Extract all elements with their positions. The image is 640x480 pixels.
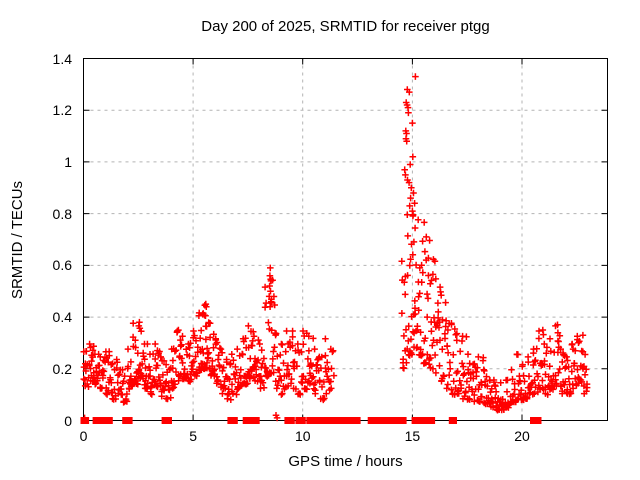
x-tick-label: 0 <box>79 428 88 444</box>
y-tick-label: 0 <box>64 412 72 429</box>
x-tick-label: 5 <box>189 428 197 444</box>
scatter-plus-markers <box>80 73 591 422</box>
y-tick-label: 0.2 <box>52 360 72 377</box>
x-tick-label: 15 <box>404 428 421 444</box>
y-tick-label: 0.8 <box>52 205 72 222</box>
chart-title: Day 200 of 2025, SRMTID for receiver ptg… <box>201 18 490 35</box>
x-tick-label: 10 <box>294 428 311 444</box>
y-tick-label: 0.6 <box>52 257 72 274</box>
x-tick-label: 20 <box>514 428 530 444</box>
grid <box>83 58 608 421</box>
plot-border <box>83 58 608 421</box>
x-axis-title: GPS time / hours <box>288 453 403 470</box>
y-tick-label: 1.4 <box>52 50 72 67</box>
y-tick-label: 1.2 <box>52 102 72 119</box>
flag-square-markers <box>80 417 542 424</box>
axis-ticks <box>83 58 608 421</box>
y-tick-label: 1 <box>64 153 72 170</box>
y-tick-label: 0.4 <box>52 309 72 326</box>
